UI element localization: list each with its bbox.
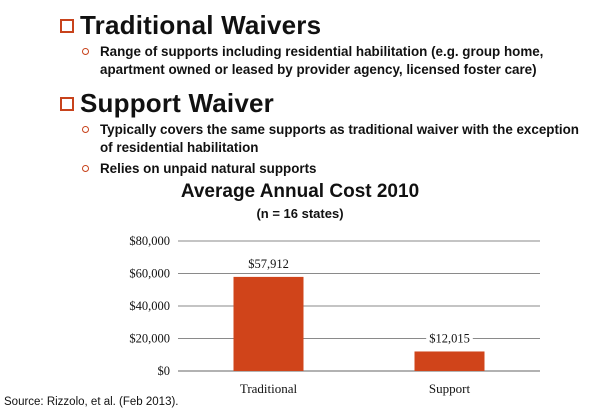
bullet-text: Range of supports including residential …: [100, 44, 544, 77]
y-tick-label: $0: [158, 364, 171, 378]
data-label: $57,912: [248, 257, 289, 271]
data-label: $12,015: [429, 331, 470, 345]
bar: [414, 351, 485, 371]
data-label-background: [245, 255, 292, 272]
source-citation: Source: Rizzolo, et al. (Feb 2013).: [4, 396, 179, 408]
circle-bullet-icon: [82, 126, 89, 133]
x-tick-label: Traditional: [240, 381, 298, 396]
y-tick-label: $20,000: [129, 332, 170, 346]
bullet-text: Relies on unpaid natural supports: [100, 161, 317, 176]
chart-title: Average Annual Cost 2010: [180, 181, 420, 202]
bullet-item: Range of supports including residential …: [82, 43, 592, 79]
section-title: Traditional Waivers: [80, 10, 322, 40]
y-tick-label: $60,000: [129, 267, 170, 281]
square-bullet-icon: [60, 96, 74, 111]
x-tick-label: Support: [429, 381, 471, 396]
data-label-background: [426, 330, 473, 347]
chart-subtitle: (n = 16 states): [256, 206, 344, 221]
bar: [233, 276, 304, 371]
bullet-list-traditional: Range of supports including residential …: [82, 43, 592, 82]
bullet-text: Typically covers the same supports as tr…: [100, 122, 579, 155]
y-tick-label: $40,000: [129, 299, 170, 313]
section-heading-support: Support Waiver: [60, 88, 274, 119]
y-tick-label: $80,000: [129, 234, 170, 248]
bullet-item: Relies on unpaid natural supports: [82, 160, 592, 178]
circle-bullet-icon: [82, 48, 89, 55]
bullet-item: Typically covers the same supports as tr…: [82, 121, 592, 157]
circle-bullet-icon: [82, 165, 89, 172]
square-bullet-icon: [60, 18, 74, 33]
section-title: Support Waiver: [80, 88, 274, 118]
bullet-list-support: Typically covers the same supports as tr…: [82, 121, 592, 181]
section-heading-traditional: Traditional Waivers: [60, 10, 321, 41]
